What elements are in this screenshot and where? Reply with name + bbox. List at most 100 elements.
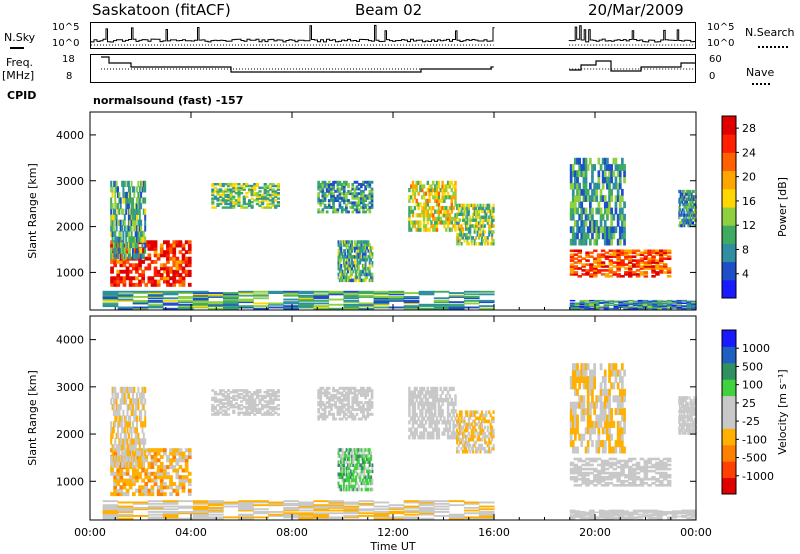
- echo-cell: [620, 261, 625, 264]
- echo-cell: [340, 258, 343, 262]
- echo-cell: [685, 203, 687, 207]
- echo-cell: [491, 428, 494, 433]
- echo-cell: [446, 184, 450, 189]
- echo-cell: [604, 475, 610, 479]
- echo-cell: [132, 404, 134, 411]
- echo-cell: [219, 199, 223, 202]
- echo-cell: [121, 438, 124, 445]
- echo-cell: [441, 206, 444, 211]
- echo-cell: [457, 437, 460, 442]
- echo-cell: [122, 282, 127, 287]
- echo-cell: [632, 304, 639, 306]
- echo-cell: [177, 305, 194, 308]
- echo-cell: [110, 269, 114, 274]
- echo-cell: [476, 446, 479, 451]
- echo-cell: [117, 290, 134, 293]
- echo-cell: [353, 417, 357, 421]
- echo-cell: [181, 488, 186, 493]
- echo-cell: [338, 475, 341, 480]
- echo-cell: [263, 199, 267, 202]
- echo-cell: [356, 249, 359, 253]
- echo-cell: [142, 392, 145, 399]
- echo-cell: [358, 292, 375, 294]
- echo-cell: [240, 184, 244, 188]
- echo-cell: [237, 190, 241, 193]
- echo-cell: [263, 195, 267, 198]
- echo-cell: [340, 457, 343, 461]
- echo-cell: [581, 269, 586, 272]
- echo-cell: [229, 202, 233, 206]
- echo-cell: [226, 389, 231, 392]
- echo-cell: [142, 404, 145, 411]
- echo-cell: [366, 405, 370, 409]
- echo-cell: [129, 398, 132, 405]
- echo-cell: [129, 247, 132, 254]
- echo-cell: [253, 302, 269, 305]
- echo-cell: [591, 382, 594, 390]
- echo-cell: [467, 236, 470, 240]
- echo-cell: [140, 180, 143, 187]
- echo-cell: [261, 398, 265, 401]
- echo-cell: [584, 238, 588, 246]
- echo-cell: [156, 256, 161, 261]
- echo-cell: [250, 405, 254, 409]
- echo-cell: [348, 466, 351, 470]
- echo-cell: [118, 404, 121, 411]
- echo-cell: [359, 448, 362, 452]
- echo-cell: [327, 201, 331, 205]
- echo-cell: [353, 187, 357, 191]
- echo-cell: [342, 269, 345, 274]
- echo-cell: [341, 272, 344, 277]
- echo-cell: [140, 253, 143, 260]
- echo-cell: [577, 255, 582, 258]
- echo-cell: [370, 391, 374, 395]
- echo-cell: [221, 413, 225, 416]
- echo-cell: [153, 250, 158, 255]
- echo-cell: [150, 488, 155, 493]
- echo-cell: [355, 478, 358, 483]
- echo-cell: [357, 255, 360, 259]
- echo-cell: [340, 249, 343, 253]
- echo-cell: [443, 209, 446, 214]
- echo-cell: [482, 218, 485, 222]
- echo-cell: [192, 296, 209, 298]
- echo-cell: [136, 449, 138, 457]
- echo-cell: [352, 448, 355, 452]
- echo-cell: [142, 386, 145, 394]
- echo-cell: [125, 197, 128, 204]
- echo-cell: [242, 396, 246, 400]
- echo-cell: [238, 292, 254, 294]
- echo-cell: [166, 240, 170, 245]
- echo-cell: [457, 221, 460, 225]
- echo-cell: [581, 477, 586, 481]
- echo-cell: [408, 435, 411, 440]
- echo-cell: [112, 455, 115, 462]
- echo-cell: [666, 257, 672, 260]
- echo-cell: [115, 461, 118, 468]
- echo-cell: [614, 164, 618, 171]
- echo-cell: [422, 431, 426, 436]
- echo-cell: [370, 180, 374, 184]
- echo-cell: [596, 259, 602, 262]
- echo-cell: [133, 444, 136, 451]
- echo-cell: [428, 435, 431, 440]
- echo-cell: [475, 221, 478, 225]
- echo-cell: [576, 376, 579, 383]
- echo-cell: [221, 193, 225, 197]
- echo-cell: [628, 459, 633, 463]
- echo-cell: [437, 431, 441, 436]
- echo-cell: [480, 422, 483, 427]
- echo-cell: [478, 227, 481, 231]
- echo-cell: [330, 408, 333, 412]
- echo-cell: [574, 182, 577, 190]
- echo-cell: [361, 469, 364, 474]
- echo-cell: [336, 185, 340, 189]
- echo-cell: [169, 250, 173, 255]
- echo-cell: [348, 478, 351, 483]
- echo-cell: [681, 210, 683, 215]
- echo-cell: [356, 255, 359, 259]
- echo-cell: [150, 478, 155, 483]
- echo-cell: [237, 407, 241, 411]
- echo-cell: [620, 463, 625, 467]
- echo-cell: [573, 253, 579, 256]
